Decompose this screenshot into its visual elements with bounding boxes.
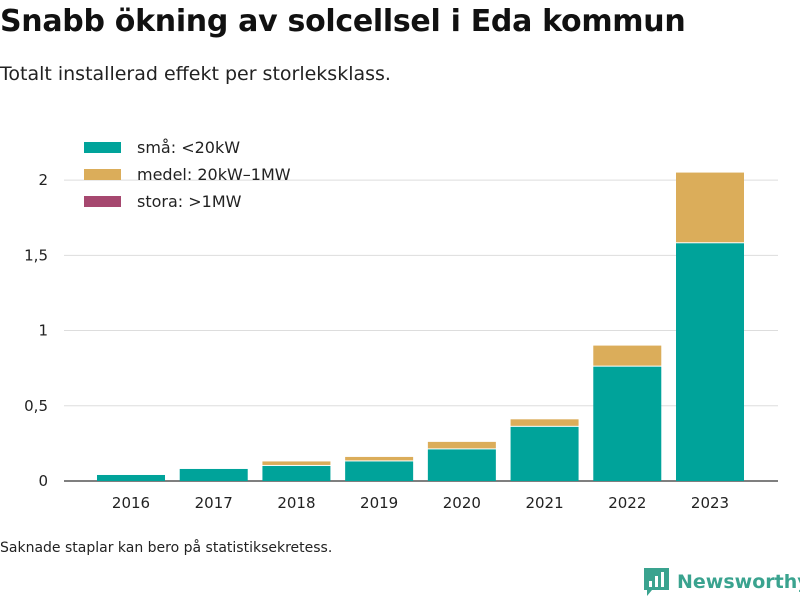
legend-item: små: <20kW xyxy=(84,134,291,161)
bar-segment xyxy=(97,474,165,481)
newsworthy-logo: Newsworthy xyxy=(644,568,800,596)
bar-segment xyxy=(427,449,496,481)
bar-segment xyxy=(510,426,579,481)
bar-segment xyxy=(262,465,331,481)
y-axis-ticks: 0 0,5 1 1,5 2 xyxy=(24,171,48,490)
legend-swatch xyxy=(84,196,121,207)
legend-item: medel: 20kW–1MW xyxy=(84,161,291,188)
bar-segment xyxy=(593,345,662,366)
x-tick-label: 2021 xyxy=(525,494,563,512)
y-tick-label: 2 xyxy=(38,171,48,189)
y-tick-label: 0 xyxy=(38,472,48,490)
bar-segment xyxy=(676,172,744,243)
bar-segment xyxy=(345,456,414,461)
legend-label: små: <20kW xyxy=(137,138,241,157)
newsworthy-logo-icon xyxy=(644,568,669,596)
bar-segment xyxy=(427,441,496,449)
legend-label: stora: >1MW xyxy=(137,192,242,211)
y-tick-label: 1 xyxy=(38,322,48,340)
bar-segment xyxy=(593,366,662,481)
x-tick-label: 2018 xyxy=(277,494,315,512)
legend-swatch xyxy=(84,142,121,153)
bar-segment xyxy=(510,419,579,426)
bars xyxy=(97,172,744,481)
legend-swatch xyxy=(84,169,121,180)
gridlines xyxy=(64,179,778,482)
bar-segment xyxy=(676,243,744,481)
chart-legend: små: <20kW medel: 20kW–1MW stora: >1MW xyxy=(84,134,291,215)
x-tick-label: 2022 xyxy=(608,494,646,512)
x-tick-label: 2020 xyxy=(443,494,481,512)
x-axis-ticks: 2016 2017 2018 2019 2020 2021 2022 2023 xyxy=(112,494,729,512)
legend-item: stora: >1MW xyxy=(84,188,291,215)
x-tick-label: 2023 xyxy=(691,494,729,512)
bar-segment xyxy=(262,461,331,465)
chart-title: Snabb ökning av solcellsel i Eda kommun xyxy=(0,4,686,39)
x-tick-label: 2019 xyxy=(360,494,398,512)
legend-label: medel: 20kW–1MW xyxy=(137,165,291,184)
footnote: Saknade staplar kan bero på statistiksek… xyxy=(0,540,333,556)
x-tick-label: 2017 xyxy=(195,494,233,512)
y-tick-label: 0,5 xyxy=(24,397,48,415)
y-tick-label: 1,5 xyxy=(24,246,48,264)
x-tick-label: 2016 xyxy=(112,494,150,512)
bar-segment xyxy=(345,461,414,481)
chart-subtitle: Totalt installerad effekt per storlekskl… xyxy=(0,63,391,85)
bar-segment xyxy=(179,468,248,481)
brand-name: Newsworthy xyxy=(677,571,800,593)
